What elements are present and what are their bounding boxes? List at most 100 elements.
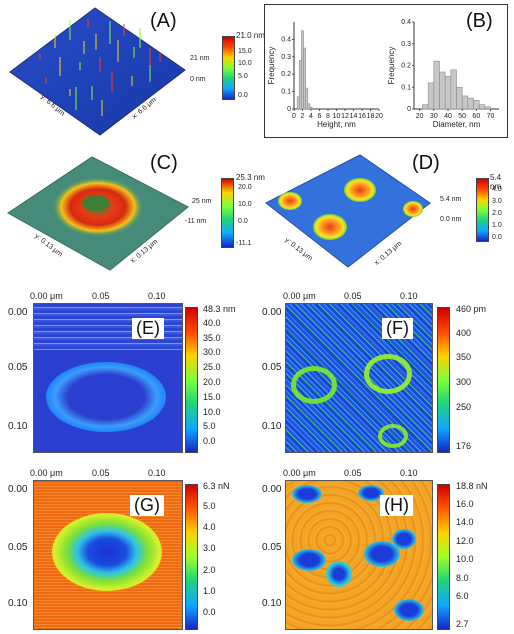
colorbar-tick-label: 0.0 (203, 606, 216, 617)
colorbar-tick-label: 16.0 (456, 498, 474, 509)
histogram-bar (461, 95, 469, 110)
hist-y-tick-label: 0.2 (401, 63, 411, 70)
panel-a-scale-tick: 10.0 (238, 60, 252, 67)
top-tick: 0.00 μm (283, 291, 316, 301)
left-tick: 0.10 (262, 421, 282, 432)
colorbar-tick-label: 3.0 (203, 543, 216, 554)
panel-d-z-top: 5.4 nm (440, 196, 462, 203)
panel-a-scale-tick: 15.0 (238, 48, 252, 55)
panel-c-scale-max: 25.3 nm (236, 173, 265, 182)
hist-y-tick-label: 0.4 (281, 36, 291, 43)
histogram-bar (296, 96, 300, 110)
histogram-bar (422, 104, 429, 110)
colorbar-tick-label: 8.0 (456, 572, 469, 583)
left-tick: 0.10 (8, 598, 28, 609)
panel-g-colorbar (185, 484, 198, 630)
histogram-bar (456, 86, 463, 110)
hist-y-label: Frequency (267, 47, 276, 85)
hist-x-tick-label: 4 (309, 113, 313, 120)
left-tick: 0.05 (262, 542, 282, 553)
panel-h-scale-min: 2.7 (456, 619, 469, 629)
left-tick: 0.00 (8, 484, 28, 495)
panel-f-scale-max: 460 pm (456, 304, 487, 314)
colorbar-tick-label: 40.0 (203, 317, 221, 328)
histogram-bar (301, 30, 304, 110)
histogram-bar (473, 100, 480, 110)
hist-x-tick-label: 20 (416, 113, 424, 120)
colorbar-tick-label: 5.0 (203, 421, 216, 432)
panel-f-scale-min: 176 (456, 441, 472, 451)
hist-y-tick-label: 0.1 (281, 89, 291, 96)
hist-x-tick-label: 30 (430, 113, 438, 120)
panel-c-z-top: 25 nm (192, 198, 212, 205)
hist-x-tick-label: 70 (487, 113, 495, 120)
left-tick: 0.05 (262, 362, 282, 373)
top-tick: 0.10 (400, 291, 418, 301)
histogram-bar (467, 97, 474, 110)
panel-h-label: (H) (380, 495, 413, 516)
colorbar-tick-label: 400 (456, 327, 472, 338)
hist-y-tick-label: 0.1 (401, 84, 411, 91)
panel-d-colorbar (476, 178, 489, 242)
histogram-bar (358, 107, 362, 110)
hist-y-tick-label: 0.4 (401, 19, 411, 26)
panel-a-scale-max: 21.0 nm (236, 31, 265, 40)
colorbar-tick-label: 250 (456, 401, 472, 412)
top-tick: 0.05 (344, 291, 362, 301)
histogram-bar (299, 59, 302, 110)
colorbar-tick-label: 0.0 (203, 436, 216, 447)
panel-a-z-bottom: 0 nm (190, 76, 206, 83)
hist-x-tick-label: 12 (341, 113, 349, 120)
top-tick: 0.00 μm (283, 468, 316, 478)
left-tick: 0.05 (8, 542, 28, 553)
panel-d-scale-tick: 4.0 (492, 186, 502, 193)
histogram-bar (444, 76, 452, 110)
hist-x-tick-label: 16 (358, 113, 366, 120)
panel-g-scale-max: 6.3 nN (203, 481, 230, 491)
panel-a-z-top: 21 nm (190, 55, 210, 62)
top-tick: 0.05 (92, 468, 110, 478)
colorbar-tick-label: 30.0 (203, 347, 221, 358)
panel-a-surface (9, 7, 186, 136)
hist-x-tick-label: 20 (375, 113, 383, 120)
colorbar-tick-label: 300 (456, 377, 472, 387)
colorbar-tick-label: 1.0 (203, 585, 216, 596)
panel-e-label: (E) (132, 318, 164, 339)
histogram-bar (303, 47, 306, 110)
hist-y-tick-label: 0 (407, 106, 411, 113)
colorbar-tick-label: 20.0 (203, 377, 221, 387)
top-tick: 0.10 (148, 468, 166, 478)
panel-c-scale-tick: 10.0 (238, 201, 252, 208)
colorbar-tick-label: 15.0 (203, 391, 221, 402)
hist-y-tick-label: 0.2 (281, 71, 291, 78)
left-tick: 0.00 (262, 484, 282, 495)
panel-c-z-bottom: -11 nm (185, 218, 207, 225)
top-tick: 0.10 (148, 291, 166, 301)
panel-f-colorbar (437, 307, 450, 453)
left-tick: 0.05 (8, 362, 28, 373)
hist-x-tick-label: 8 (326, 113, 330, 120)
panel-h-colorbar (437, 484, 450, 630)
panel-c-label: (C) (150, 152, 178, 174)
hist-x-tick-label: 40 (444, 113, 452, 120)
left-tick: 0.10 (8, 421, 28, 432)
hist-x-tick-label: 0 (292, 113, 296, 120)
colorbar-tick-label: 25.0 (203, 362, 221, 373)
colorbar-tick-label: 10.0 (456, 554, 474, 564)
colorbar-tick-label: 350 (456, 352, 472, 363)
left-tick: 0.10 (262, 598, 282, 609)
panel-d-scale-tick: 3.0 (492, 198, 502, 205)
hist-x-tick-label: 60 (472, 113, 480, 120)
panel-d-label: (D) (412, 152, 440, 174)
colorbar-tick-label: 5.0 (203, 501, 216, 512)
panel-d-scale-tick: 1.0 (492, 222, 502, 229)
panel-h-scale-max: 18.8 nN (456, 481, 488, 491)
histogram-bar (307, 103, 311, 110)
hist-x-tick-label: 50 (458, 113, 466, 120)
colorbar-tick-label: 4.0 (203, 522, 216, 533)
hist-x-tick-label: 2 (301, 113, 305, 120)
panel-d-scale-tick: 0.0 (492, 234, 502, 241)
colorbar-tick-label: 35.0 (203, 332, 221, 343)
colorbar-tick-label: 12.0 (456, 535, 474, 546)
